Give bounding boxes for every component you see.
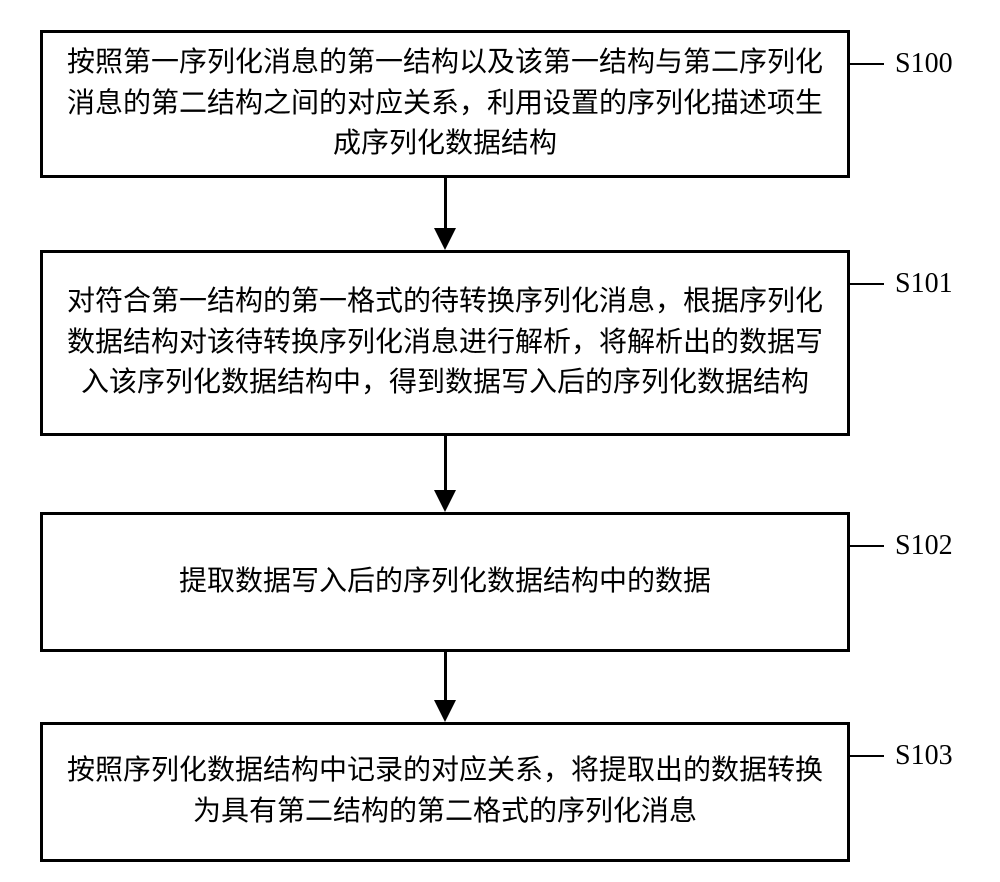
label-connector (850, 283, 884, 285)
arrow-head-icon (434, 700, 456, 722)
label-connector (850, 545, 884, 547)
flow-step-s102: 提取数据写入后的序列化数据结构中的数据 (40, 512, 850, 652)
flow-step-s100: 按照第一序列化消息的第一结构以及该第一结构与第二序列化消息的第二结构之间的对应关… (40, 30, 850, 178)
flow-step-text: 对符合第一结构的第一格式的待转换序列化消息，根据序列化数据结构对该待转换序列化消… (63, 282, 827, 404)
step-label-s101: S101 (895, 268, 953, 300)
arrow-line (444, 178, 447, 228)
step-label-s102: S102 (895, 530, 953, 562)
flow-step-text: 提取数据写入后的序列化数据结构中的数据 (179, 562, 711, 603)
arrow-head-icon (434, 490, 456, 512)
flow-step-s103: 按照序列化数据结构中记录的对应关系，将提取出的数据转换为具有第二结构的第二格式的… (40, 722, 850, 862)
arrow-line (444, 652, 447, 700)
step-label-s100: S100 (895, 48, 953, 80)
arrow-head-icon (434, 228, 456, 250)
flow-step-s101: 对符合第一结构的第一格式的待转换序列化消息，根据序列化数据结构对该待转换序列化消… (40, 250, 850, 436)
label-connector (850, 755, 884, 757)
flow-step-text: 按照序列化数据结构中记录的对应关系，将提取出的数据转换为具有第二结构的第二格式的… (63, 751, 827, 832)
arrow-line (444, 436, 447, 490)
flow-step-text: 按照第一序列化消息的第一结构以及该第一结构与第二序列化消息的第二结构之间的对应关… (63, 43, 827, 165)
step-label-s103: S103 (895, 740, 953, 772)
label-connector (850, 63, 884, 65)
